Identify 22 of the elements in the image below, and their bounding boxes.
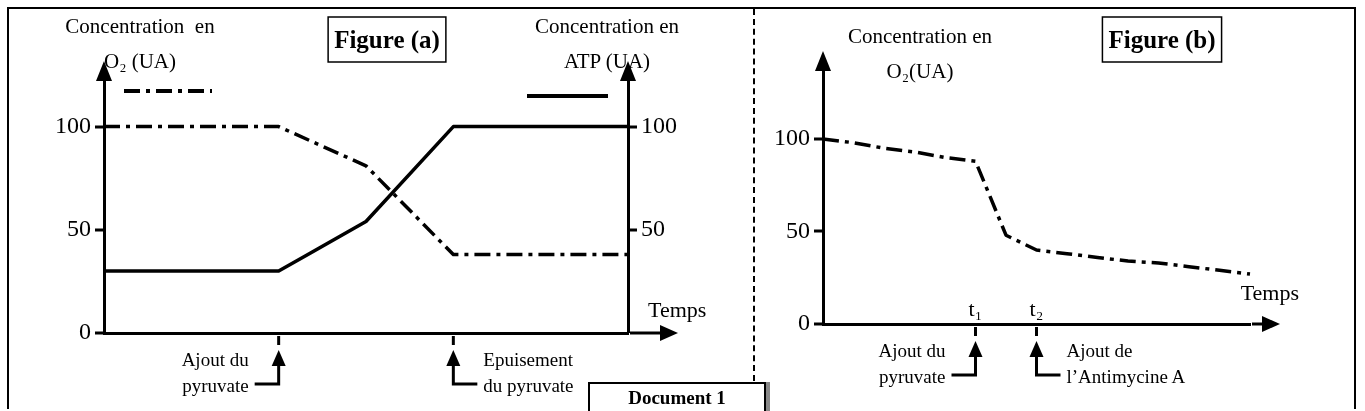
y-tick-label: 100 <box>55 111 91 138</box>
chart-title: Figure (a) <box>334 26 440 54</box>
x-axis-title: Temps <box>648 297 707 322</box>
y2-tick-label: 100 <box>641 111 677 138</box>
y2-tick-label: 50 <box>641 215 665 242</box>
y-tick-label: 0 <box>79 318 91 345</box>
y-tick-label: 0 <box>798 309 810 336</box>
y-axis-title: Concentration en O₂(UA) <box>847 24 993 83</box>
text: Document 1 <box>588 382 766 411</box>
text: Epuisement du pyruvate <box>483 349 574 396</box>
text: Ajout du pyruvate <box>181 349 250 396</box>
y-axis-title: Concentration en O₂ (UA) <box>65 14 216 73</box>
y2-axis-title: Concentration en ATP (UA) <box>534 14 680 73</box>
y-tick-label: 100 <box>774 124 810 151</box>
y-tick-label: 50 <box>786 216 810 243</box>
text: Ajout du pyruvate <box>878 340 946 387</box>
chart-title: Figure (b) <box>1108 26 1216 54</box>
y-tick-label: 50 <box>67 215 91 242</box>
text: Ajout de l’Antimycine A <box>1066 340 1186 387</box>
x-axis-title: Temps <box>1240 280 1299 305</box>
x-tick-label: t₁ <box>968 296 983 321</box>
x-tick-label: t₂ <box>1029 296 1044 321</box>
